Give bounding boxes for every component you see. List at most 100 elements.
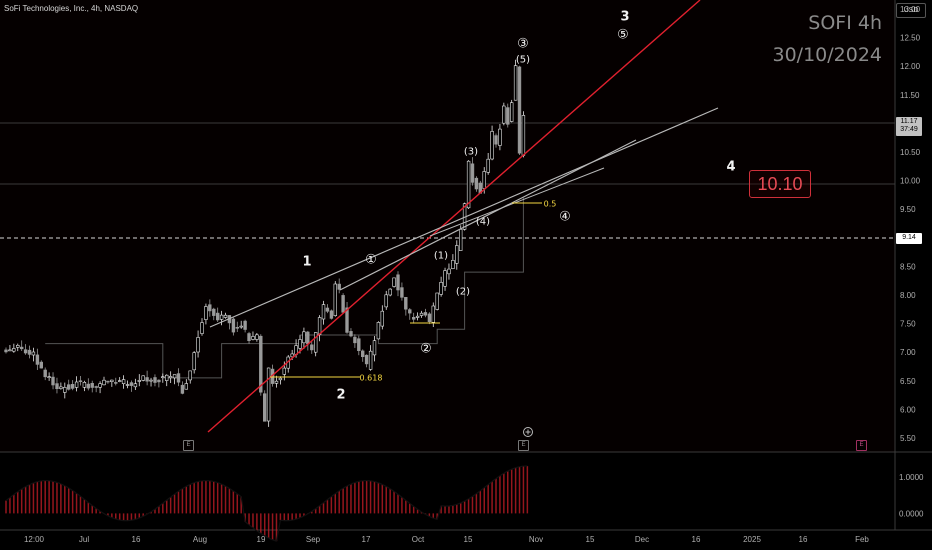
oscillator-line xyxy=(491,478,497,482)
candle-body xyxy=(243,320,247,330)
oscillator-line xyxy=(476,490,481,495)
candle-body xyxy=(372,340,377,356)
countdown-value: 37:49 xyxy=(900,126,918,133)
candle-body xyxy=(388,288,392,296)
oscillator-line xyxy=(425,513,430,517)
oscillator-line xyxy=(487,481,493,486)
candle-body xyxy=(513,65,518,101)
oscillator-line xyxy=(338,487,344,492)
candle-body xyxy=(188,370,192,381)
oscillator-line xyxy=(182,485,187,490)
oscillator-line xyxy=(268,537,273,541)
time-tick-label: Feb xyxy=(855,535,869,544)
oscillator-line xyxy=(346,483,352,487)
candle-body xyxy=(349,331,353,337)
oscillator-line xyxy=(319,502,324,507)
time-tick-label: 16 xyxy=(692,535,701,544)
oscillator-line xyxy=(468,495,473,500)
oscillator-line xyxy=(272,539,277,542)
candle-body xyxy=(345,307,349,333)
oscillator-line xyxy=(295,517,301,520)
oscillator-line xyxy=(221,483,226,487)
currency-button[interactable]: USD xyxy=(896,3,926,18)
channel-inner-line xyxy=(429,167,605,237)
candle-body xyxy=(110,379,114,383)
candle-body xyxy=(521,115,526,156)
oscillator-line xyxy=(495,475,501,480)
candle-body xyxy=(451,259,455,269)
oscillator-line xyxy=(170,493,175,498)
wave-label: ② xyxy=(420,342,432,357)
candle-body xyxy=(43,369,47,378)
oscillator-line xyxy=(464,498,469,502)
candle-body xyxy=(129,382,134,386)
wave-label: 2 xyxy=(336,388,345,403)
price-tick-label: 5.50 xyxy=(900,434,916,443)
oscillator-line xyxy=(99,510,105,515)
oscillator-line xyxy=(472,493,477,497)
oscillator-line xyxy=(413,505,418,510)
earnings-event-icon[interactable]: E xyxy=(183,440,194,451)
price-tick-label: 10.50 xyxy=(900,148,921,157)
price-tick-label: 8.00 xyxy=(900,291,916,300)
wave-annotations: 1 2 3 4 ① ② ③ ④ ⑤ (1) (2) (3) (4) (5) 0.618 0.5 xyxy=(302,10,735,403)
candle-body xyxy=(458,229,463,251)
add-marker-icon xyxy=(523,427,533,437)
candle-body xyxy=(16,344,20,348)
candle-body xyxy=(333,283,337,317)
wave-label: ⑤ xyxy=(617,28,629,43)
oscillator-line xyxy=(421,511,426,515)
oscillator-line xyxy=(229,487,234,492)
candle-body xyxy=(470,163,475,183)
candle-body xyxy=(423,312,428,316)
oscillator-line xyxy=(248,524,254,529)
candle-body xyxy=(302,331,306,344)
candle-body xyxy=(494,135,498,145)
candle-body xyxy=(157,379,161,383)
oscillator-line xyxy=(483,484,489,489)
wave-label: (3) xyxy=(464,147,478,158)
oscillator-line xyxy=(405,499,411,504)
candle-body xyxy=(384,294,388,308)
target-price-box[interactable]: 10.10 xyxy=(749,170,811,198)
candle-body xyxy=(235,326,239,329)
candle-body xyxy=(125,384,130,386)
oscillator-line xyxy=(115,518,120,521)
candle-body xyxy=(486,158,490,173)
oscillator-line xyxy=(72,490,77,494)
time-tick-label: 15 xyxy=(464,535,473,544)
oscillator-line xyxy=(193,480,199,484)
oscillator-line xyxy=(150,508,156,513)
candle-body xyxy=(27,349,32,355)
candle-body xyxy=(12,348,16,352)
time-tick-label: 2025 xyxy=(743,535,761,544)
time-tick-label: Oct xyxy=(412,535,425,544)
oscillator-line xyxy=(378,482,383,485)
oscillator-line xyxy=(174,490,179,495)
oscillator-line xyxy=(401,496,407,501)
candle-body xyxy=(239,325,243,328)
candle-body xyxy=(364,354,369,365)
price-pane-background xyxy=(0,0,895,452)
earnings-event-icon[interactable]: E xyxy=(856,440,867,451)
candle-body xyxy=(396,274,400,291)
oscillator-line xyxy=(264,535,269,539)
candle-body xyxy=(404,296,408,310)
oscillator-tick-label: 0.0000 xyxy=(899,509,924,518)
candle-body xyxy=(282,367,286,375)
oscillator-line xyxy=(64,485,70,489)
oscillator-line xyxy=(37,480,42,483)
candle-body xyxy=(443,270,447,287)
candle-body xyxy=(31,351,36,356)
oscillator-line xyxy=(33,481,38,484)
oscillator-line xyxy=(252,527,258,532)
oscillator-line xyxy=(256,530,262,534)
oscillator-line xyxy=(330,493,336,498)
oscillator-line xyxy=(68,487,73,492)
oscillator-line xyxy=(29,482,34,486)
oscillator-line xyxy=(389,488,395,492)
earnings-event-icon[interactable]: E xyxy=(518,440,529,451)
candle-body xyxy=(39,361,44,369)
